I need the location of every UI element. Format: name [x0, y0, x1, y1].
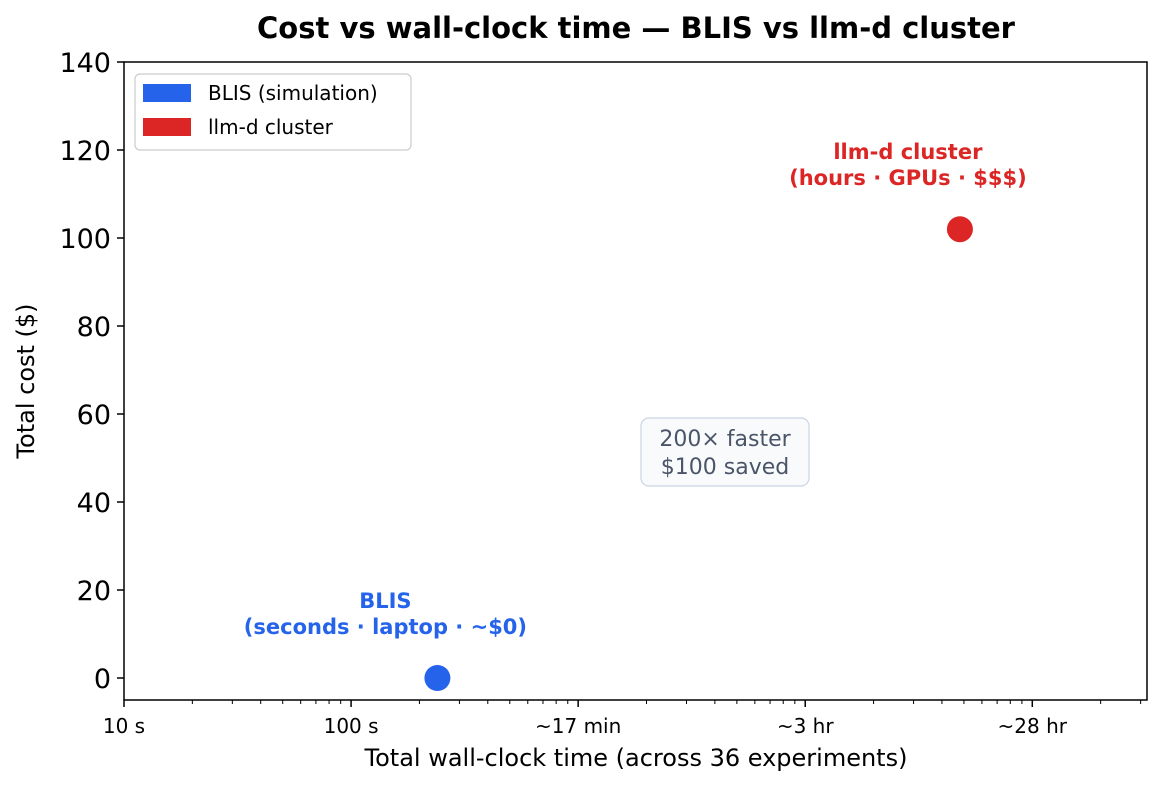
annotation-line: BLIS: [359, 589, 411, 613]
x-tick-label: ~28 hr: [998, 714, 1068, 738]
x-tick-label: 100 s: [324, 714, 379, 738]
legend-label: BLIS (simulation): [208, 81, 378, 105]
annotation-line: llm-d cluster: [833, 140, 983, 164]
annotation-line: (hours · GPUs · $$$): [789, 166, 1027, 190]
chart-title: Cost vs wall-clock time — BLIS vs llm-d …: [257, 11, 1016, 45]
data-point-llm-d: [946, 216, 973, 243]
x-tick-label: ~3 hr: [777, 714, 835, 738]
y-tick-label: 20: [77, 576, 111, 607]
info-box-text: 200× faster $100 saved: [659, 427, 791, 480]
annotation-blis: BLIS (seconds · laptop · ~$0): [244, 589, 527, 639]
legend-label: llm-d cluster: [208, 115, 334, 139]
info-box-line: $100 saved: [661, 455, 789, 480]
legend-swatch: [143, 118, 191, 136]
info-box-line: 200× faster: [659, 427, 791, 452]
legend: BLIS (simulation) llm-d cluster: [134, 73, 412, 151]
y-tick-label: 60: [77, 400, 111, 431]
y-tick-label: 100: [59, 224, 111, 255]
y-tick-label: 80: [77, 312, 111, 343]
plot-area: 0 20 40 60 80 100 120 140 10 s 100 s ~17 min ~3 hr ~…: [59, 48, 1148, 738]
x-tick-label: ~17 min: [535, 714, 621, 738]
x-axis-label: Total wall-clock time (across 36 experim…: [364, 744, 908, 772]
y-tick-label: 120: [59, 136, 111, 167]
legend-box: [134, 73, 412, 151]
axes-frame: [123, 61, 1148, 701]
x-tick-label: 10 s: [103, 714, 145, 738]
y-axis-label: Total cost ($): [12, 303, 40, 459]
y-tick-label: 140: [59, 48, 111, 79]
annotation-line: (seconds · laptop · ~$0): [244, 615, 527, 639]
y-tick-label: 0: [94, 664, 111, 695]
annotation-llm-d: llm-d cluster (hours · GPUs · $$$): [789, 140, 1027, 190]
y-tick-label: 40: [77, 488, 111, 519]
info-box: [640, 417, 810, 487]
legend-swatch: [143, 84, 191, 102]
data-point-blis: [424, 665, 451, 691]
